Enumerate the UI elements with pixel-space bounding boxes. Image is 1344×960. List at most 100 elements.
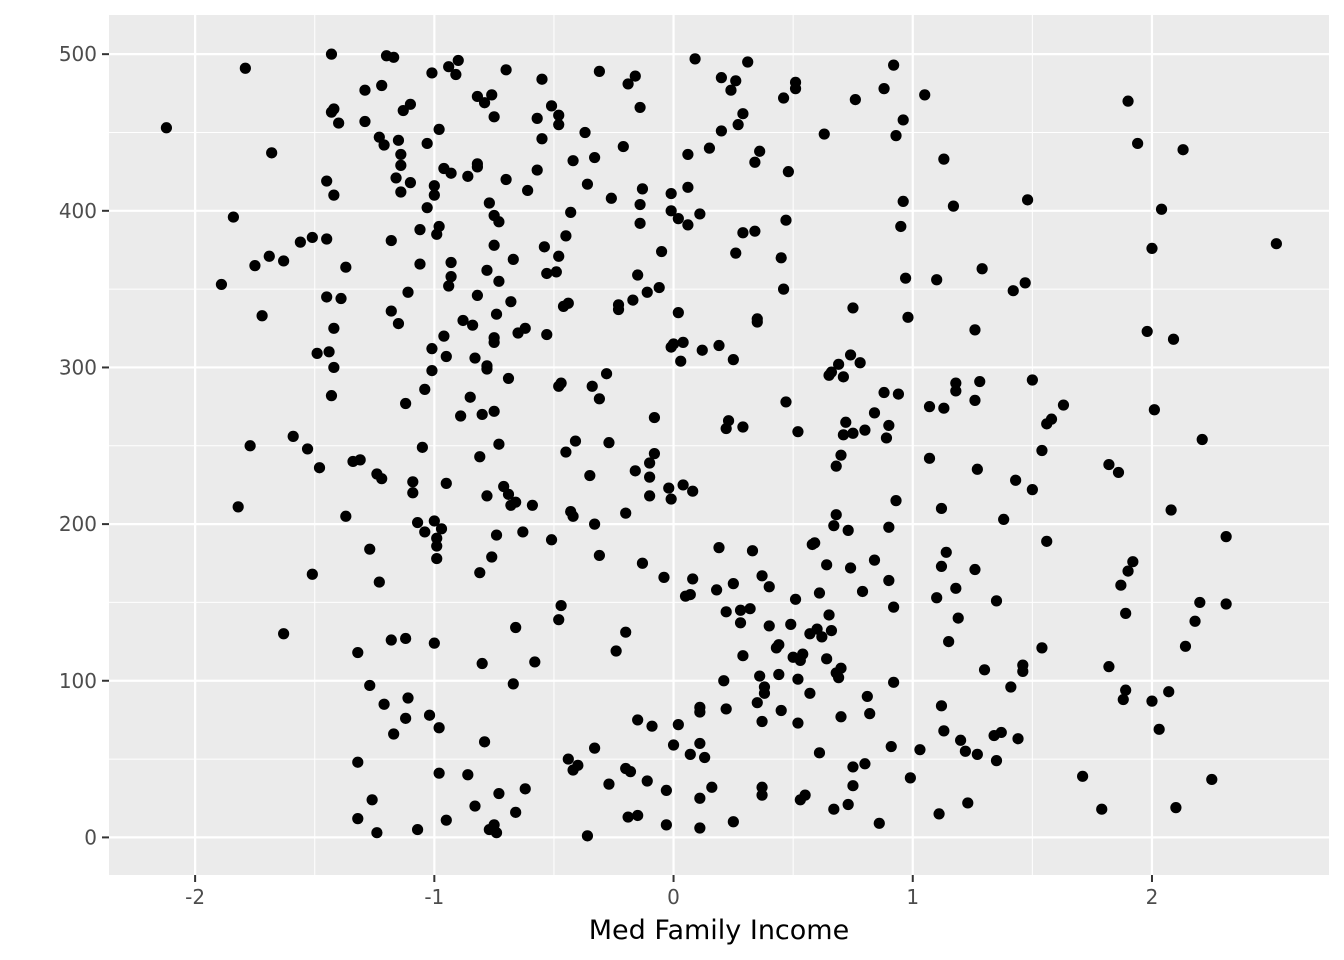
- data-point: [682, 219, 694, 231]
- data-point: [737, 227, 749, 239]
- data-point: [861, 690, 873, 703]
- data-point: [390, 172, 402, 184]
- data-point: [469, 352, 481, 364]
- data-point: [610, 645, 622, 657]
- data-point: [1041, 535, 1053, 547]
- data-point: [634, 198, 646, 211]
- data-point: [526, 499, 539, 511]
- data-point: [816, 631, 828, 643]
- data-point: [490, 308, 503, 320]
- data-point: [510, 621, 522, 634]
- data-point: [763, 581, 775, 593]
- data-point: [431, 532, 443, 544]
- data-point: [438, 330, 450, 342]
- data-point: [490, 529, 503, 541]
- data-point: [1005, 681, 1017, 693]
- data-point: [407, 487, 419, 499]
- data-point: [1010, 474, 1022, 486]
- data-point: [629, 465, 641, 477]
- data-point: [818, 128, 830, 140]
- data-point: [321, 291, 333, 303]
- data-point: [455, 410, 467, 422]
- data-point: [426, 343, 438, 355]
- data-point: [713, 339, 725, 352]
- data-point: [969, 394, 981, 406]
- data-point: [486, 89, 498, 101]
- data-point: [1120, 684, 1132, 696]
- data-point: [821, 559, 833, 571]
- data-point: [493, 216, 505, 228]
- data-point: [581, 830, 594, 842]
- data-point: [655, 245, 668, 258]
- data-point: [263, 250, 275, 262]
- data-point: [777, 92, 790, 104]
- data-point: [813, 587, 826, 599]
- data-point: [481, 490, 493, 502]
- data-point: [641, 775, 653, 787]
- data-point: [385, 234, 397, 247]
- data-point: [1036, 642, 1048, 654]
- data-point: [763, 620, 775, 632]
- data-point: [950, 582, 962, 594]
- data-point: [890, 130, 902, 142]
- data-point: [440, 477, 452, 489]
- data-point: [603, 778, 615, 790]
- data-point: [923, 401, 936, 413]
- data-point: [278, 628, 290, 640]
- data-point: [780, 396, 792, 408]
- data-point: [328, 361, 340, 374]
- data-point: [493, 275, 505, 287]
- data-point: [325, 48, 338, 60]
- data-point: [844, 349, 857, 361]
- data-point: [313, 462, 326, 474]
- data-point: [804, 687, 816, 699]
- data-point: [593, 549, 605, 562]
- data-point: [754, 670, 766, 682]
- data-point: [478, 97, 491, 109]
- data-point: [321, 175, 333, 187]
- data-point: [328, 189, 340, 201]
- data-point: [1057, 399, 1070, 411]
- minor-gridlines: [109, 15, 1329, 875]
- data-point: [737, 108, 749, 120]
- data-point: [622, 78, 634, 90]
- data-point: [730, 247, 742, 259]
- data-point: [878, 386, 890, 399]
- data-point: [490, 827, 503, 839]
- data-point: [995, 726, 1007, 739]
- data-point: [854, 357, 866, 369]
- data-point: [777, 283, 790, 295]
- data-point: [311, 347, 323, 359]
- data-point: [249, 260, 261, 272]
- data-point: [883, 574, 895, 587]
- data-point: [1270, 238, 1282, 250]
- data-point: [923, 452, 936, 464]
- data-point: [541, 328, 553, 341]
- data-point: [433, 220, 445, 233]
- data-point: [828, 803, 840, 815]
- data-point: [1012, 733, 1024, 745]
- data-point: [665, 187, 677, 200]
- data-point: [419, 383, 431, 395]
- data-point: [579, 126, 591, 139]
- data-point: [904, 772, 916, 784]
- data-point: [440, 350, 452, 363]
- data-point: [1045, 413, 1058, 425]
- data-point: [785, 618, 797, 630]
- data-point: [605, 192, 617, 204]
- data-point: [789, 76, 802, 88]
- data-point: [672, 719, 684, 731]
- data-point: [756, 781, 768, 793]
- data-point: [392, 317, 405, 330]
- data-point: [421, 202, 433, 214]
- data-point: [340, 261, 352, 273]
- data-point: [321, 233, 333, 245]
- data-point: [955, 734, 967, 746]
- data-point: [419, 526, 431, 538]
- data-point: [888, 59, 900, 71]
- data-point: [990, 755, 1003, 767]
- data-point: [593, 65, 605, 77]
- data-point: [744, 603, 756, 615]
- data-point: [653, 281, 665, 294]
- y-tick-label: 200: [59, 512, 97, 536]
